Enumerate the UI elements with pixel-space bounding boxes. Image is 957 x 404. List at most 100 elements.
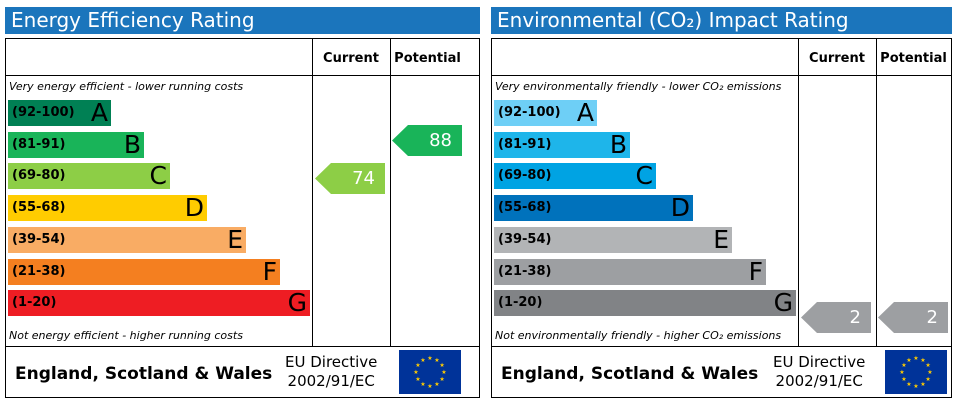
band-letter: C [149,161,167,191]
environmental-impact-panel: Environmental (CO₂) Impact Rating Curren… [491,0,952,404]
current-column-divider [798,39,799,346]
potential-rating-value: 2 [926,307,938,328]
band-letter: F [262,256,277,286]
eu-star-icon: ★ [439,376,444,383]
band-range-label: (55-68) [12,200,66,216]
band-letter: B [123,129,141,159]
current-arrow-shape [801,302,871,333]
band-range-label: (81-91) [498,136,552,152]
eu-star-icon: ★ [899,369,904,376]
band-letter: D [670,193,690,223]
band-range-label: (21-38) [498,263,552,279]
band-letter: E [227,224,243,254]
rating-band-d: (55-68) D [494,193,693,223]
potential-column-divider [390,39,391,346]
eu-flag-icon: ★ ★ ★ ★ ★ ★ ★ ★ ★ ★ ★ ★ [885,350,947,394]
eu-star-icon: ★ [427,383,432,390]
footer-divider [6,346,479,347]
eu-star-icon: ★ [434,381,439,388]
rating-band-b: (81-91) B [8,129,144,159]
potential-rating-value: 88 [429,130,452,151]
current-rating-arrow: 74 [315,163,385,194]
band-range-label: (1-20) [498,295,543,311]
eu-directive: EU Directive 2002/91/EC [285,353,377,391]
environmental-panel-title: Environmental (CO₂) Impact Rating [491,7,952,34]
header-divider [492,75,951,76]
band-letter: A [576,98,594,127]
directive-line-2: 2002/91/EC [775,372,863,390]
band-range-label: (39-54) [498,231,552,247]
band-letter: B [609,129,627,159]
eu-star-icon: ★ [925,376,930,383]
band-range-label: (69-80) [12,168,66,184]
rating-band-e: (39-54) E [8,224,246,254]
band-letter: G [287,288,307,318]
eu-star-icon: ★ [901,362,906,369]
rating-band-f: (21-38) F [494,256,766,286]
energy-panel-title: Energy Efficiency Rating [5,7,480,34]
eu-star-icon: ★ [906,381,911,388]
current-rating-value: 2 [849,307,861,328]
current-column-header: Current [323,51,379,66]
rating-band-g: (1-20) G [8,288,310,318]
rating-band-d: (55-68) D [8,193,207,223]
band-letter: D [184,193,204,223]
potential-arrow-shape [392,125,462,156]
header-divider [6,75,479,76]
band-range-label: (69-80) [498,168,552,184]
eu-directive: EU Directive 2002/91/EC [773,353,865,391]
top-caption: Very environmentally friendly - lower CO… [495,80,782,93]
eu-star-icon: ★ [927,369,932,376]
band-letter: G [773,288,793,318]
band-letter: E [713,224,729,254]
rating-band-c: (69-80) C [8,161,170,191]
potential-arrow-shape [878,302,948,333]
rating-band-a: (92-100) A [8,98,111,127]
energy-efficiency-panel: Energy Efficiency Rating Current Potenti… [5,0,480,404]
rating-band-g: (1-20) G [494,288,796,318]
band-range-label: (92-100) [498,105,561,120]
bottom-caption: Not environmentally friendly - higher CO… [495,329,782,342]
directive-line-1: EU Directive [285,353,378,371]
eu-stars: ★ ★★★★★★★★★★★ [413,355,446,390]
eu-star-icon: ★ [913,355,918,362]
directive-line-1: EU Directive [773,353,866,371]
eu-star-icon: ★ [913,383,918,390]
band-range-label: (92-100) [12,105,75,120]
band-letter: A [90,98,108,127]
region-label: England, Scotland & Wales [15,364,273,384]
eu-star-icon: ★ [415,376,420,383]
current-column-header: Current [809,51,865,66]
bottom-caption: Not energy efficient - higher running co… [9,329,243,342]
current-rating-value: 74 [352,168,375,189]
energy-frame: Current Potential Very energy efficient … [5,38,480,398]
band-range-label: (81-91) [12,136,66,152]
band-range-label: (1-20) [12,295,57,311]
eu-star-icon: ★ [920,357,925,364]
potential-column-header: Potential [880,51,947,66]
eu-star-icon: ★ [925,362,930,369]
top-caption: Very energy efficient - lower running co… [9,80,244,93]
eu-star-icon: ★ [420,357,425,364]
rating-band-c: (69-80) C [494,161,656,191]
band-letter: C [635,161,653,191]
eu-star-icon: ★ [441,369,446,376]
eu-star-icon: ★ [901,376,906,383]
eu-star-icon: ★ [920,381,925,388]
eu-star-icon: ★ [415,362,420,369]
directive-line-2: 2002/91/EC [287,372,375,390]
eu-star-icon: ★ [420,381,425,388]
rating-band-e: (39-54) E [494,224,732,254]
current-rating-arrow: 2 [801,302,871,333]
potential-rating-arrow: 2 [878,302,948,333]
band-range-label: (55-68) [498,200,552,216]
eu-star-icon: ★ [439,362,444,369]
eu-star-icon: ★ [906,357,911,364]
potential-column-divider [876,39,877,346]
footer-divider [492,346,951,347]
eu-star-icon: ★ [434,357,439,364]
band-letter: F [748,256,763,286]
eu-stars: ★ ★★★★★★★★★★★ [899,355,932,390]
current-column-divider [312,39,313,346]
rating-band-b: (81-91) B [494,129,630,159]
